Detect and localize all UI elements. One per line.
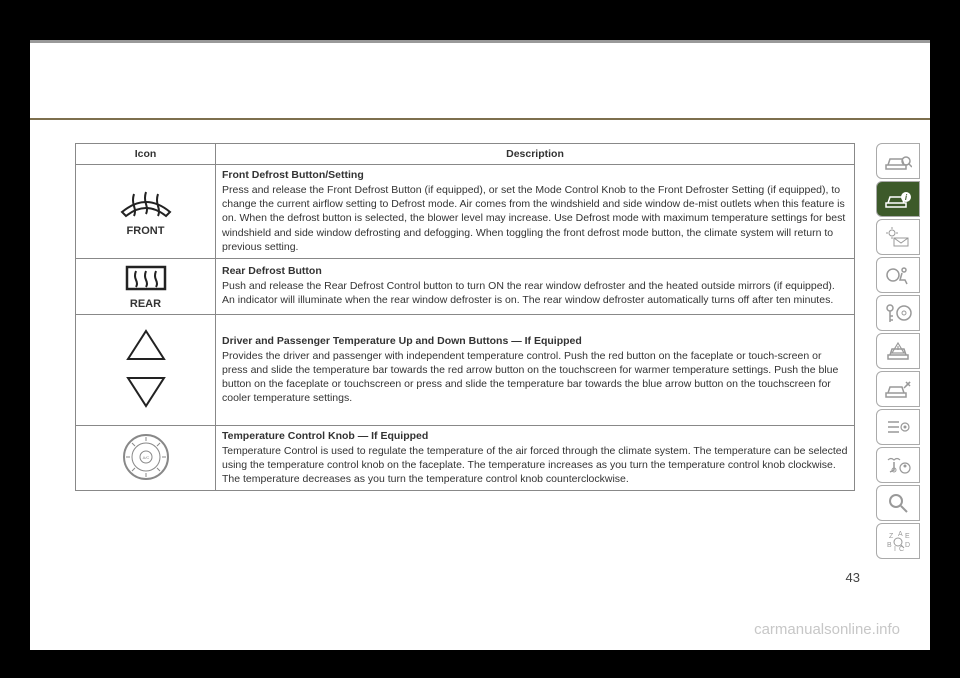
front-defrost-icon bbox=[118, 186, 174, 220]
svg-text:I: I bbox=[894, 546, 896, 553]
tab-index-icon[interactable]: ZBICDEA bbox=[876, 523, 920, 559]
tab-key-wheel-icon[interactable] bbox=[876, 295, 920, 331]
svg-text:A/C: A/C bbox=[142, 455, 149, 460]
tab-vehicle-service-icon[interactable] bbox=[876, 371, 920, 407]
tab-sun-mail-icon[interactable] bbox=[876, 219, 920, 255]
divider-line bbox=[30, 118, 930, 120]
row-title: Temperature Control Knob — If Equipped bbox=[222, 430, 848, 442]
tab-airbag-icon[interactable] bbox=[876, 257, 920, 293]
description-cell: Rear Defrost Button Push and release the… bbox=[216, 258, 855, 314]
icon-label: REAR bbox=[82, 298, 209, 310]
tab-search-icon[interactable] bbox=[876, 485, 920, 521]
svg-text:E: E bbox=[905, 533, 910, 540]
temperature-up-icon bbox=[124, 327, 168, 363]
tab-list-settings-icon[interactable] bbox=[876, 409, 920, 445]
temperature-down-icon bbox=[124, 374, 168, 410]
row-title: Front Defrost Button/Setting bbox=[222, 169, 848, 181]
icon-cell: FRONT bbox=[76, 165, 216, 259]
table-row: A/C Temperature Control Knob — If Equipp… bbox=[76, 425, 855, 491]
table-row: Driver and Passenger Temperature Up and … bbox=[76, 314, 855, 425]
tab-vehicle-search-icon[interactable] bbox=[876, 143, 920, 179]
temperature-knob-icon: A/C bbox=[121, 432, 171, 482]
header-description: Description bbox=[216, 144, 855, 165]
icon-cell bbox=[76, 314, 216, 425]
row-body: Provides the driver and passenger with i… bbox=[222, 350, 838, 405]
table-row: REAR Rear Defrost Button Push and releas… bbox=[76, 258, 855, 314]
svg-text:Z: Z bbox=[889, 533, 894, 540]
row-body: Push and release the Rear Defrost Contro… bbox=[222, 280, 835, 306]
description-cell: Temperature Control Knob — If Equipped T… bbox=[216, 425, 855, 491]
sidebar-tabs: i ZBICDEA bbox=[876, 143, 920, 559]
watermark: carmanualsonline.info bbox=[754, 621, 900, 638]
svg-text:A: A bbox=[898, 531, 903, 538]
content-area: Icon Description FRONT bbox=[75, 143, 855, 491]
page: Icon Description FRONT bbox=[30, 40, 930, 650]
svg-text:D: D bbox=[905, 542, 910, 549]
svg-text:B: B bbox=[887, 542, 892, 549]
header-icon: Icon bbox=[76, 144, 216, 165]
row-title: Rear Defrost Button bbox=[222, 265, 848, 277]
row-body: Press and release the Front Defrost Butt… bbox=[222, 184, 845, 253]
row-title: Driver and Passenger Temperature Up and … bbox=[222, 335, 848, 347]
page-number: 43 bbox=[846, 570, 860, 585]
tab-vehicle-info-icon[interactable]: i bbox=[876, 181, 920, 217]
description-cell: Driver and Passenger Temperature Up and … bbox=[216, 314, 855, 425]
table-row: FRONT Front Defrost Button/Setting Press… bbox=[76, 165, 855, 259]
icon-cell: A/C bbox=[76, 425, 216, 491]
row-body: Temperature Control is used to regulate … bbox=[222, 445, 847, 485]
tab-media-nav-icon[interactable] bbox=[876, 447, 920, 483]
climate-controls-table: Icon Description FRONT bbox=[75, 143, 855, 491]
description-cell: Front Defrost Button/Setting Press and r… bbox=[216, 165, 855, 259]
icon-label: FRONT bbox=[82, 225, 209, 237]
icon-cell: REAR bbox=[76, 258, 216, 314]
tab-vehicle-warning-icon[interactable] bbox=[876, 333, 920, 369]
rear-defrost-icon bbox=[121, 263, 171, 293]
